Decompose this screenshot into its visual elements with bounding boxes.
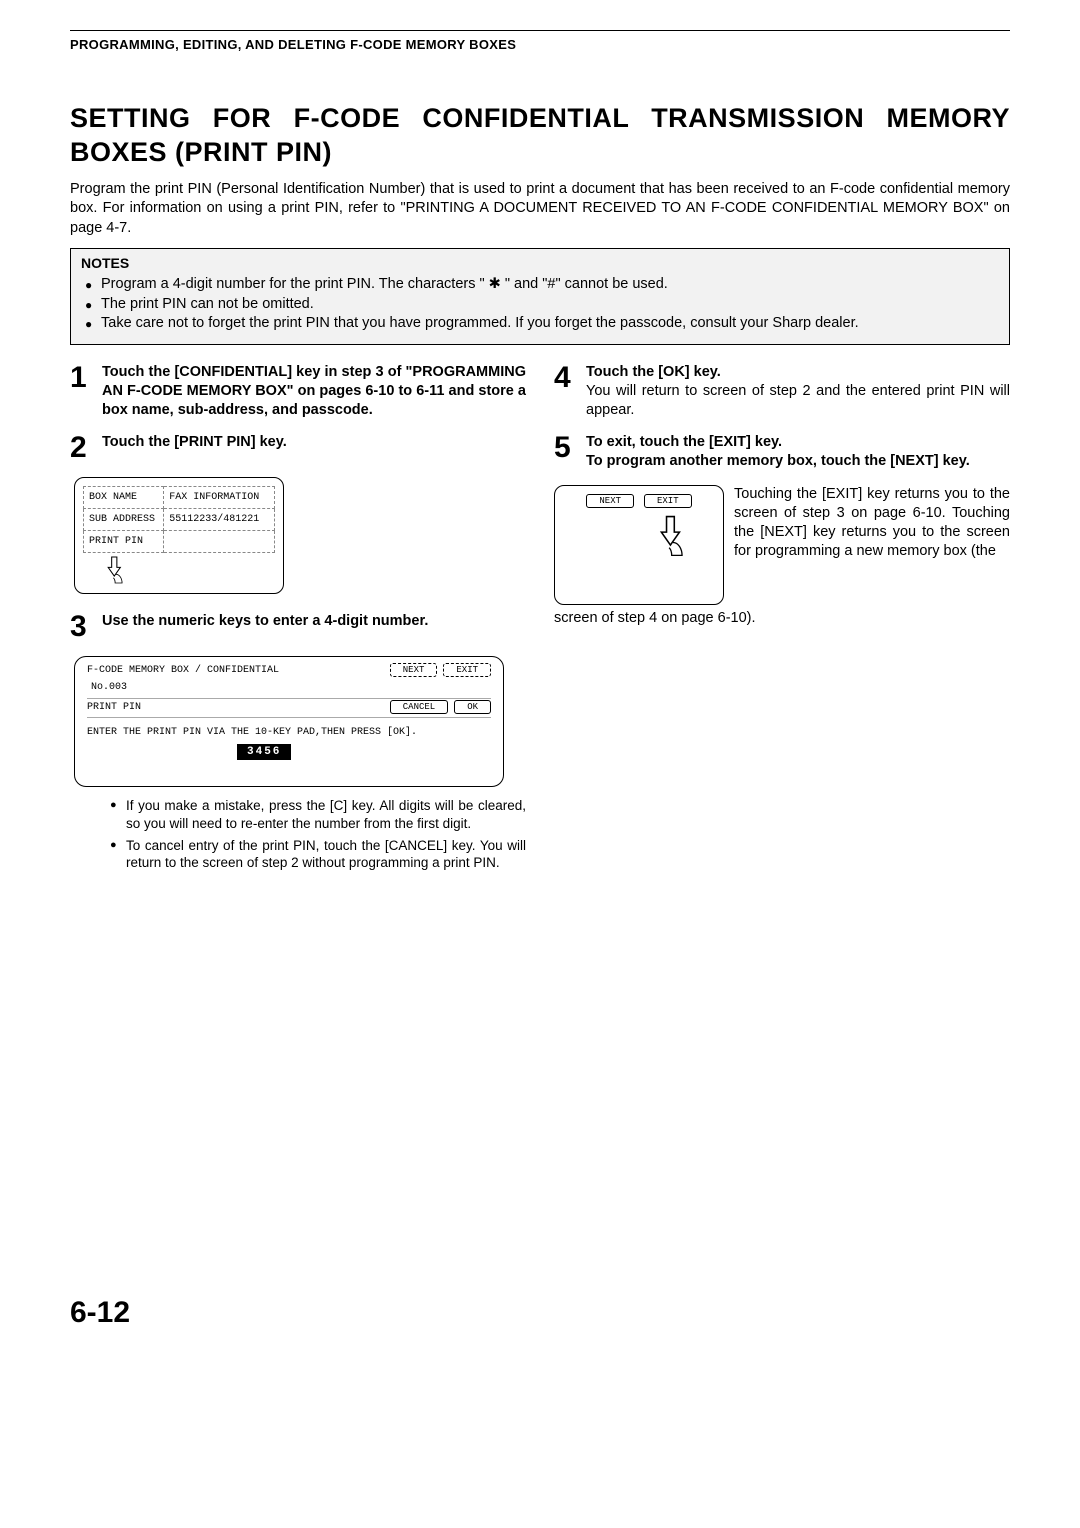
exit-button[interactable]: EXIT — [443, 663, 491, 677]
notes-item: The print PIN can not be omitted. — [81, 295, 999, 315]
step-4: 4 Touch the [OK] key. You will return to… — [554, 363, 1010, 420]
step-1: 1 Touch the [CONFIDENTIAL] key in step 3… — [70, 363, 526, 420]
page-title: SETTING FOR F-CODE CONFIDENTIAL TRANSMIS… — [70, 102, 1010, 170]
step-text: Touch the [PRINT PIN] key. — [102, 433, 526, 463]
step2-screen: BOX NAME FAX INFORMATION SUB ADDRESS 551… — [74, 477, 284, 594]
step-text: Touch the [CONFIDENTIAL] key in step 3 o… — [102, 363, 526, 420]
cursor-icon — [103, 555, 129, 585]
step-3: 3 Use the numeric keys to enter a 4-digi… — [70, 612, 526, 642]
bullet-item: To cancel entry of the print PIN, touch … — [110, 837, 526, 872]
pin-display: 3456 — [237, 744, 291, 760]
top-rule — [70, 30, 1010, 31]
box-name-value: FAX INFORMATION — [164, 487, 275, 509]
next-button[interactable]: NEXT — [390, 663, 438, 677]
step-number: 2 — [70, 433, 94, 463]
step-number: 4 — [554, 363, 578, 420]
right-column: 4 Touch the [OK] key. You will return to… — [554, 363, 1010, 876]
notes-item: Take care not to forget the print PIN th… — [81, 314, 999, 334]
cursor-icon — [653, 514, 693, 558]
page-number: 6-12 — [70, 1296, 1010, 1330]
exit-button[interactable]: EXIT — [644, 494, 692, 508]
notes-item: Program a 4-digit number for the print P… — [81, 275, 999, 295]
step-number: 5 — [554, 433, 578, 471]
left-column: 1 Touch the [CONFIDENTIAL] key in step 3… — [70, 363, 526, 876]
step-number: 3 — [70, 612, 94, 642]
box-number: No.003 — [87, 680, 491, 695]
screen-hint: ENTER THE PRINT PIN VIA THE 10-KEY PAD,T… — [87, 727, 491, 738]
step5-after-text: screen of step 4 on page 6-10). — [554, 609, 1010, 628]
step3-bullets: If you make a mistake, press the [C] key… — [70, 797, 526, 871]
notes-list: Program a 4-digit number for the print P… — [81, 275, 999, 334]
step5-line2: To program another memory box, touch the… — [586, 453, 970, 469]
breadcrumb: PROGRAMMING, EDITING, AND DELETING F-COD… — [70, 37, 1010, 52]
step5-screen: NEXT EXIT — [554, 485, 724, 605]
sub-address-label: SUB ADDRESS — [84, 509, 164, 531]
ok-button[interactable]: OK — [454, 700, 491, 714]
step-number: 1 — [70, 363, 94, 420]
step-text: Touch the [OK] key. You will return to s… — [586, 363, 1010, 420]
cancel-button[interactable]: CANCEL — [390, 700, 448, 714]
print-pin-value[interactable] — [164, 531, 275, 553]
screen-title: F-CODE MEMORY BOX / CONFIDENTIAL — [87, 665, 279, 676]
step-2: 2 Touch the [PRINT PIN] key. — [70, 433, 526, 463]
notes-box: NOTES Program a 4-digit number for the p… — [70, 248, 1010, 345]
bullet-item: If you make a mistake, press the [C] key… — [110, 797, 526, 832]
step5-detail-row: NEXT EXIT Touching the [EXIT] key return… — [554, 485, 1010, 605]
print-pin-label[interactable]: PRINT PIN — [84, 531, 164, 553]
intro-paragraph: Program the print PIN (Personal Identifi… — [70, 180, 1010, 239]
step-text: To exit, touch the [EXIT] key. To progra… — [586, 433, 1010, 471]
box-name-label: BOX NAME — [84, 487, 164, 509]
notes-heading: NOTES — [81, 255, 999, 271]
print-pin-field-label: PRINT PIN — [87, 702, 141, 713]
step3-screen: F-CODE MEMORY BOX / CONFIDENTIAL NEXT EX… — [74, 656, 504, 787]
step5-line1: To exit, touch the [EXIT] key. — [586, 434, 782, 450]
step5-side-text: Touching the [EXIT] key returns you to t… — [734, 485, 1010, 560]
step-text: Use the numeric keys to enter a 4-digit … — [102, 612, 526, 642]
step4-body: You will return to screen of step 2 and … — [586, 383, 1010, 418]
sub-address-value: 55112233/481221 — [164, 509, 275, 531]
step-5: 5 To exit, touch the [EXIT] key. To prog… — [554, 433, 1010, 471]
step4-heading: Touch the [OK] key. — [586, 364, 721, 380]
next-button[interactable]: NEXT — [586, 494, 634, 508]
